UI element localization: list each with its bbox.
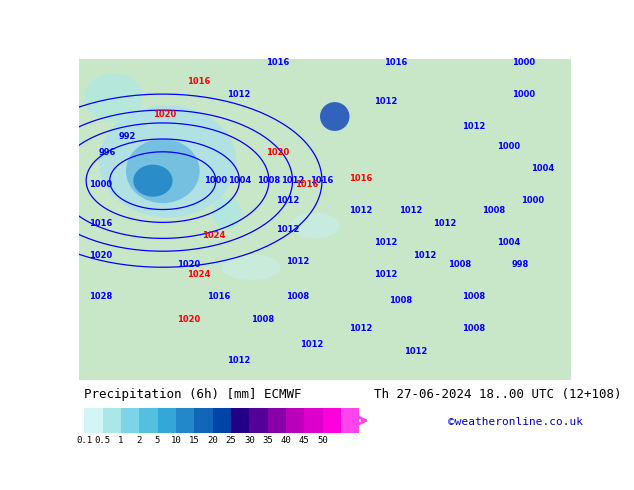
Text: 1000: 1000: [89, 180, 112, 189]
Text: 1012: 1012: [413, 251, 437, 260]
Text: 1016: 1016: [207, 293, 230, 301]
Text: 1020: 1020: [266, 148, 289, 157]
Text: 1000: 1000: [521, 196, 545, 205]
Text: 1004: 1004: [531, 164, 555, 173]
Text: 1012: 1012: [399, 206, 422, 215]
Text: 40: 40: [281, 436, 291, 445]
Text: 1012: 1012: [227, 356, 250, 366]
Text: 1012: 1012: [404, 347, 427, 356]
Text: 1008: 1008: [251, 315, 275, 324]
Text: 1016: 1016: [349, 173, 373, 183]
Text: 1008: 1008: [285, 293, 309, 301]
Text: 1012: 1012: [374, 270, 398, 279]
Text: 1020: 1020: [89, 251, 112, 260]
Ellipse shape: [290, 213, 340, 239]
Text: 996: 996: [99, 148, 116, 157]
Text: 1012: 1012: [276, 225, 299, 234]
Text: ©weatheronline.co.uk: ©weatheronline.co.uk: [448, 417, 583, 427]
Text: 20: 20: [207, 436, 218, 445]
Text: 15: 15: [189, 436, 200, 445]
Text: 1012: 1012: [281, 176, 304, 185]
Text: 998: 998: [512, 260, 529, 270]
FancyBboxPatch shape: [231, 408, 249, 433]
Text: 1012: 1012: [227, 90, 250, 99]
Text: 30: 30: [244, 436, 255, 445]
Text: 1: 1: [118, 436, 124, 445]
Text: 10: 10: [171, 436, 181, 445]
FancyBboxPatch shape: [212, 408, 231, 433]
Text: 1008: 1008: [482, 206, 505, 215]
Ellipse shape: [99, 105, 236, 218]
Text: 1024: 1024: [188, 270, 210, 279]
Text: 1000: 1000: [497, 142, 520, 150]
Text: 1008: 1008: [448, 260, 471, 270]
Text: 1024: 1024: [202, 231, 226, 241]
Text: 1008: 1008: [257, 176, 280, 185]
FancyBboxPatch shape: [268, 408, 286, 433]
FancyBboxPatch shape: [121, 408, 139, 433]
Text: 1012: 1012: [374, 238, 398, 247]
Ellipse shape: [84, 73, 143, 122]
Ellipse shape: [222, 254, 281, 280]
FancyBboxPatch shape: [194, 408, 212, 433]
FancyBboxPatch shape: [84, 408, 103, 433]
Text: 1000: 1000: [204, 176, 228, 185]
Text: 1008: 1008: [463, 324, 486, 333]
Text: 1016: 1016: [188, 77, 210, 86]
Text: 1004: 1004: [497, 238, 520, 247]
Text: 1020: 1020: [178, 315, 201, 324]
Text: 1016: 1016: [266, 58, 289, 67]
Text: 1012: 1012: [374, 97, 398, 106]
Text: 1012: 1012: [463, 122, 486, 131]
FancyBboxPatch shape: [341, 408, 359, 433]
FancyBboxPatch shape: [304, 408, 323, 433]
Text: 1020: 1020: [153, 110, 176, 119]
Text: 35: 35: [262, 436, 273, 445]
Text: 1016: 1016: [310, 176, 333, 185]
Text: 1012: 1012: [349, 206, 373, 215]
Text: Th 27-06-2024 18..00 UTC (12+108): Th 27-06-2024 18..00 UTC (12+108): [374, 388, 621, 401]
Text: 1020: 1020: [178, 260, 201, 270]
Ellipse shape: [320, 102, 349, 131]
Text: 1012: 1012: [349, 324, 373, 333]
Text: 1016: 1016: [384, 58, 407, 67]
Text: 1012: 1012: [276, 196, 299, 205]
FancyBboxPatch shape: [249, 408, 268, 433]
Text: 25: 25: [226, 436, 236, 445]
FancyBboxPatch shape: [157, 408, 176, 433]
FancyBboxPatch shape: [176, 408, 194, 433]
Text: 2: 2: [136, 436, 142, 445]
Text: 0.5: 0.5: [94, 436, 110, 445]
Text: 1016: 1016: [295, 180, 319, 189]
FancyBboxPatch shape: [323, 408, 341, 433]
Text: 1000: 1000: [512, 90, 534, 99]
Text: 45: 45: [299, 436, 309, 445]
Text: 1012: 1012: [285, 257, 309, 266]
Text: 1028: 1028: [89, 293, 112, 301]
Ellipse shape: [212, 196, 242, 229]
Text: 50: 50: [317, 436, 328, 445]
Text: 992: 992: [119, 132, 136, 141]
Text: 0.1: 0.1: [76, 436, 92, 445]
Ellipse shape: [126, 139, 200, 203]
Text: 1004: 1004: [228, 176, 251, 185]
Text: 5: 5: [155, 436, 160, 445]
FancyBboxPatch shape: [139, 408, 157, 433]
FancyBboxPatch shape: [286, 408, 304, 433]
Text: 1000: 1000: [512, 58, 534, 67]
Text: 1012: 1012: [301, 341, 324, 349]
Text: 1008: 1008: [389, 295, 412, 305]
Text: 1008: 1008: [463, 293, 486, 301]
Text: 1016: 1016: [89, 219, 112, 227]
Ellipse shape: [133, 165, 172, 196]
Text: Precipitation (6h) [mm] ECMWF: Precipitation (6h) [mm] ECMWF: [84, 388, 302, 401]
FancyBboxPatch shape: [103, 408, 121, 433]
Text: 1012: 1012: [433, 219, 456, 227]
